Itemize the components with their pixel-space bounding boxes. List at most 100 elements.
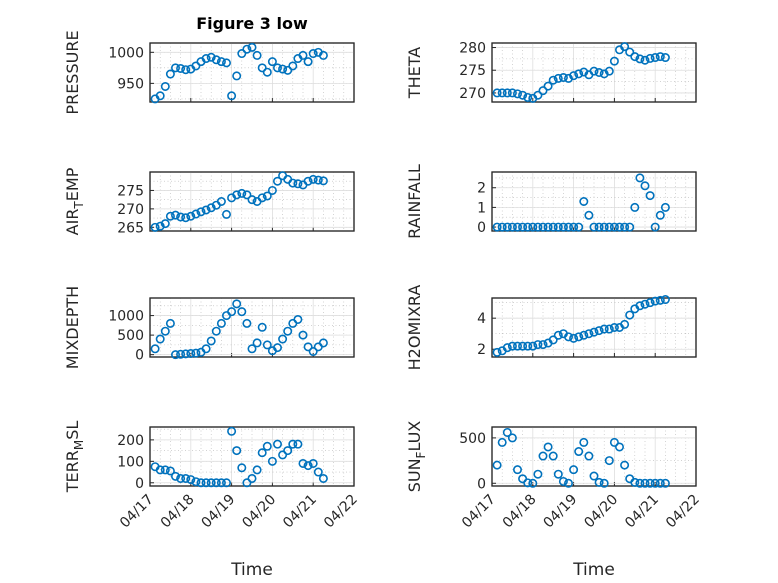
data-point [318, 473, 328, 483]
data-point [160, 326, 170, 336]
y-axis-label: SUNFLUX [405, 421, 428, 493]
data-point [574, 447, 584, 457]
data-point [594, 326, 604, 336]
y-axis-label-main: TERR [63, 450, 82, 493]
data-point [635, 173, 645, 183]
y-axis-label: AIRTEMP [63, 167, 86, 235]
data-point [563, 478, 573, 488]
y-tick-label: 0 [477, 476, 486, 492]
data-point [650, 296, 660, 306]
x-axis-label-right: Time [572, 560, 615, 580]
data-point [630, 202, 640, 212]
data-point [237, 463, 247, 473]
data-point [150, 222, 160, 232]
data-point [512, 89, 522, 99]
y-axis-label: TERRMSL [63, 421, 86, 494]
data-point [191, 348, 201, 358]
x-axis-label-left: Time [230, 560, 273, 580]
data-point [308, 49, 318, 59]
data-point [512, 341, 522, 351]
data-point [645, 298, 655, 308]
axes-frame [491, 42, 697, 103]
data-point [620, 42, 630, 52]
data-point [650, 478, 660, 488]
data-point [507, 341, 517, 351]
data-point [538, 451, 548, 461]
y-axis-label-main: MIXDEPTH [63, 286, 82, 369]
y-axis-label-main: AIR [63, 209, 82, 236]
data-point [645, 191, 655, 201]
data-point [278, 64, 288, 74]
data-point [257, 448, 267, 458]
data-point [553, 222, 563, 232]
y-tick-label: 500 [459, 431, 486, 447]
data-point [216, 197, 226, 207]
y-tick-label: 200 [117, 433, 144, 449]
data-point [313, 175, 323, 185]
data-point [242, 190, 252, 200]
data-point [165, 69, 175, 79]
y-tick-label: 4 [477, 311, 486, 327]
data-point [222, 209, 232, 219]
data-point [614, 442, 624, 452]
subplot-rainfall: 0 1 2 RAINFALL [405, 164, 697, 239]
data-point [232, 299, 242, 309]
data-point [553, 330, 563, 340]
data-point [655, 52, 665, 62]
data-point [303, 176, 313, 186]
data-point [201, 478, 211, 488]
data-point [186, 211, 196, 221]
x-tick-label: 04/20 [581, 492, 621, 532]
data-point [272, 439, 282, 449]
x-tick-label: 04/17 [459, 492, 499, 532]
x-tick-label: 04/21 [622, 492, 662, 532]
y-tick-label: 0 [477, 220, 486, 236]
axes-box [149, 171, 355, 232]
data-point [558, 72, 568, 82]
data-point [518, 222, 528, 232]
data-point [247, 42, 257, 52]
data-point [533, 469, 543, 479]
y-tick-label: 0 [135, 476, 144, 492]
data-point [318, 50, 328, 60]
axes-box [491, 297, 697, 358]
data-point [308, 174, 318, 184]
y-axis-label-subscript: T [72, 201, 86, 210]
data-point [247, 195, 257, 205]
y-axis-label-subscript: M [72, 440, 86, 450]
y-tick-label: 1 [477, 200, 486, 216]
data-point [165, 318, 175, 328]
data-point [579, 330, 589, 340]
data-point [262, 340, 272, 350]
data-point [206, 52, 216, 62]
data-point [211, 55, 221, 65]
data-point [293, 179, 303, 189]
subplot-pressure: 950 1000 PRESSURE [63, 30, 355, 115]
data-point [232, 71, 242, 81]
data-point [201, 205, 211, 215]
data-point [533, 340, 543, 350]
data-point [584, 210, 594, 220]
axes-frame [149, 426, 355, 487]
data-point [553, 73, 563, 83]
data-point [518, 90, 528, 100]
data-point [201, 344, 211, 354]
data-point [242, 478, 252, 488]
data-point [538, 86, 548, 96]
data-point [574, 222, 584, 232]
axes-box [491, 171, 697, 232]
data-point [640, 55, 650, 65]
data-point [645, 478, 655, 488]
data-point [620, 460, 630, 470]
data-point [604, 324, 614, 334]
data-point [196, 478, 206, 488]
data-point [569, 222, 579, 232]
data-point [502, 222, 512, 232]
data-point [165, 211, 175, 221]
data-point [267, 456, 277, 466]
data-point [176, 473, 186, 483]
data-point [533, 222, 543, 232]
data-point [191, 477, 201, 487]
subplot-air_temp: 265 270 275 AIRTEMP [63, 167, 355, 236]
data-point [293, 439, 303, 449]
